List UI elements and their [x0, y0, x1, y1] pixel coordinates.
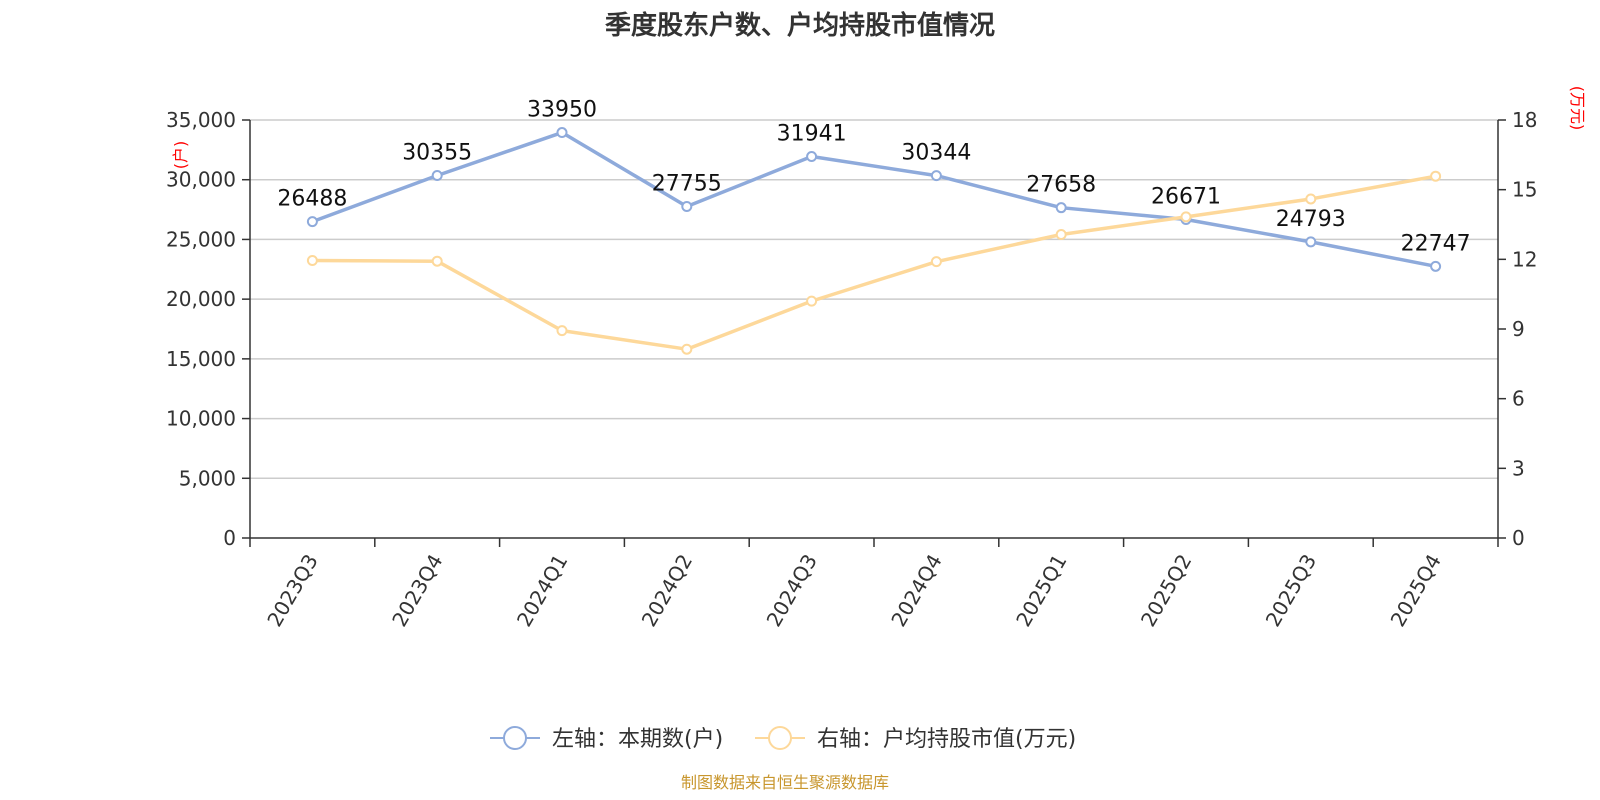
series-group: 26488 30355 33950 27755 31941 30344 27658 26671… — [277, 98, 1471, 355]
data-point[interactable] — [1430, 170, 1442, 182]
left-axis-unit: (户) — [171, 141, 190, 170]
right-axis-unit: (万元) — [1568, 86, 1587, 131]
data-point[interactable] — [1305, 236, 1317, 248]
data-label: 33950 — [527, 98, 597, 123]
x-tick-label: 2024Q2 — [637, 550, 697, 631]
x-tick-label: 2023Q3 — [262, 550, 322, 631]
data-label: 30344 — [901, 141, 971, 166]
x-tick-label: 2025Q1 — [1011, 550, 1071, 631]
right-tick-label: 9 — [1512, 317, 1525, 341]
x-tick-label: 2024Q1 — [512, 550, 572, 631]
left-tick-label: 5,000 — [179, 466, 236, 490]
left-tick-label: 20,000 — [166, 287, 236, 311]
x-tick-label: 2025Q3 — [1261, 550, 1321, 631]
data-label: 26488 — [277, 187, 347, 212]
right-tick-label: 3 — [1512, 456, 1525, 480]
data-point[interactable] — [1305, 193, 1317, 205]
series-line — [311, 130, 1436, 269]
x-tick-label: 2024Q4 — [886, 550, 946, 631]
left-axis-ticks: 0 5,000 10,000 15,000 20,000 25,000 30,000 35,0… — [166, 108, 250, 550]
right-tick-label: 15 — [1512, 178, 1537, 202]
legend-label: 左轴：本期数(户) — [552, 727, 723, 752]
left-tick-label: 10,000 — [166, 407, 236, 431]
data-point[interactable] — [930, 170, 942, 182]
data-label: 30355 — [402, 140, 472, 165]
data-point[interactable] — [556, 127, 568, 139]
data-label: 24793 — [1276, 207, 1346, 232]
left-tick-label: 35,000 — [166, 108, 236, 132]
right-tick-label: 12 — [1512, 247, 1537, 271]
data-point[interactable] — [681, 201, 693, 213]
data-point[interactable] — [1430, 260, 1442, 272]
right-tick-label: 0 — [1512, 526, 1525, 550]
x-tick-label: 2025Q2 — [1136, 550, 1196, 631]
legend[interactable]: 左轴：本期数(户) 右轴：户均持股市值(万元) — [490, 726, 1076, 752]
data-point[interactable] — [806, 151, 818, 163]
data-point[interactable] — [806, 295, 818, 307]
left-tick-label: 0 — [223, 526, 236, 550]
data-label: 27658 — [1026, 173, 1096, 198]
data-label: 26671 — [1151, 184, 1221, 209]
data-point[interactable] — [306, 254, 318, 266]
legend-marker-icon — [503, 726, 527, 750]
series-2 — [306, 170, 1442, 355]
data-point[interactable] — [306, 216, 318, 228]
left-tick-label: 25,000 — [166, 227, 236, 251]
source-note: 制图数据来自恒生聚源数据库 — [681, 773, 889, 792]
data-point[interactable] — [431, 169, 443, 181]
data-point[interactable] — [681, 343, 693, 355]
series-1: 26488 30355 33950 27755 31941 30344 27658 26671… — [277, 98, 1471, 272]
left-tick-label: 15,000 — [166, 347, 236, 371]
data-point[interactable] — [1055, 202, 1067, 214]
data-point[interactable] — [930, 256, 942, 268]
data-point[interactable] — [431, 255, 443, 267]
data-label: 22747 — [1401, 231, 1471, 256]
right-tick-label: 6 — [1512, 387, 1525, 411]
data-point[interactable] — [1180, 211, 1192, 223]
x-axis-ticks: 2023Q3 2023Q4 2024Q1 2024Q2 2024Q3 2024Q4 2025… — [249, 538, 1499, 631]
legend-marker-icon — [768, 726, 792, 750]
data-point[interactable] — [556, 325, 568, 337]
x-tick-label: 2024Q3 — [762, 550, 822, 631]
x-tick-label: 2025Q4 — [1386, 550, 1446, 631]
legend-label: 右轴：户均持股市值(万元) — [817, 727, 1076, 752]
chart-title: 季度股东户数、户均持股市值情况 — [605, 10, 995, 41]
legend-item-1[interactable]: 左轴：本期数(户) — [490, 726, 723, 752]
legend-item-2[interactable]: 右轴：户均持股市值(万元) — [755, 726, 1076, 752]
right-tick-label: 18 — [1512, 108, 1537, 132]
axes — [249, 120, 1499, 539]
data-label: 31941 — [777, 122, 847, 147]
grid-lines — [250, 119, 1498, 480]
right-axis-ticks: 0 3 6 9 12 15 18 — [1498, 108, 1537, 550]
data-point[interactable] — [1055, 228, 1067, 240]
left-tick-label: 30,000 — [166, 168, 236, 192]
data-label: 27755 — [652, 172, 722, 197]
x-tick-label: 2023Q4 — [387, 550, 447, 631]
series-line — [312, 174, 1436, 351]
